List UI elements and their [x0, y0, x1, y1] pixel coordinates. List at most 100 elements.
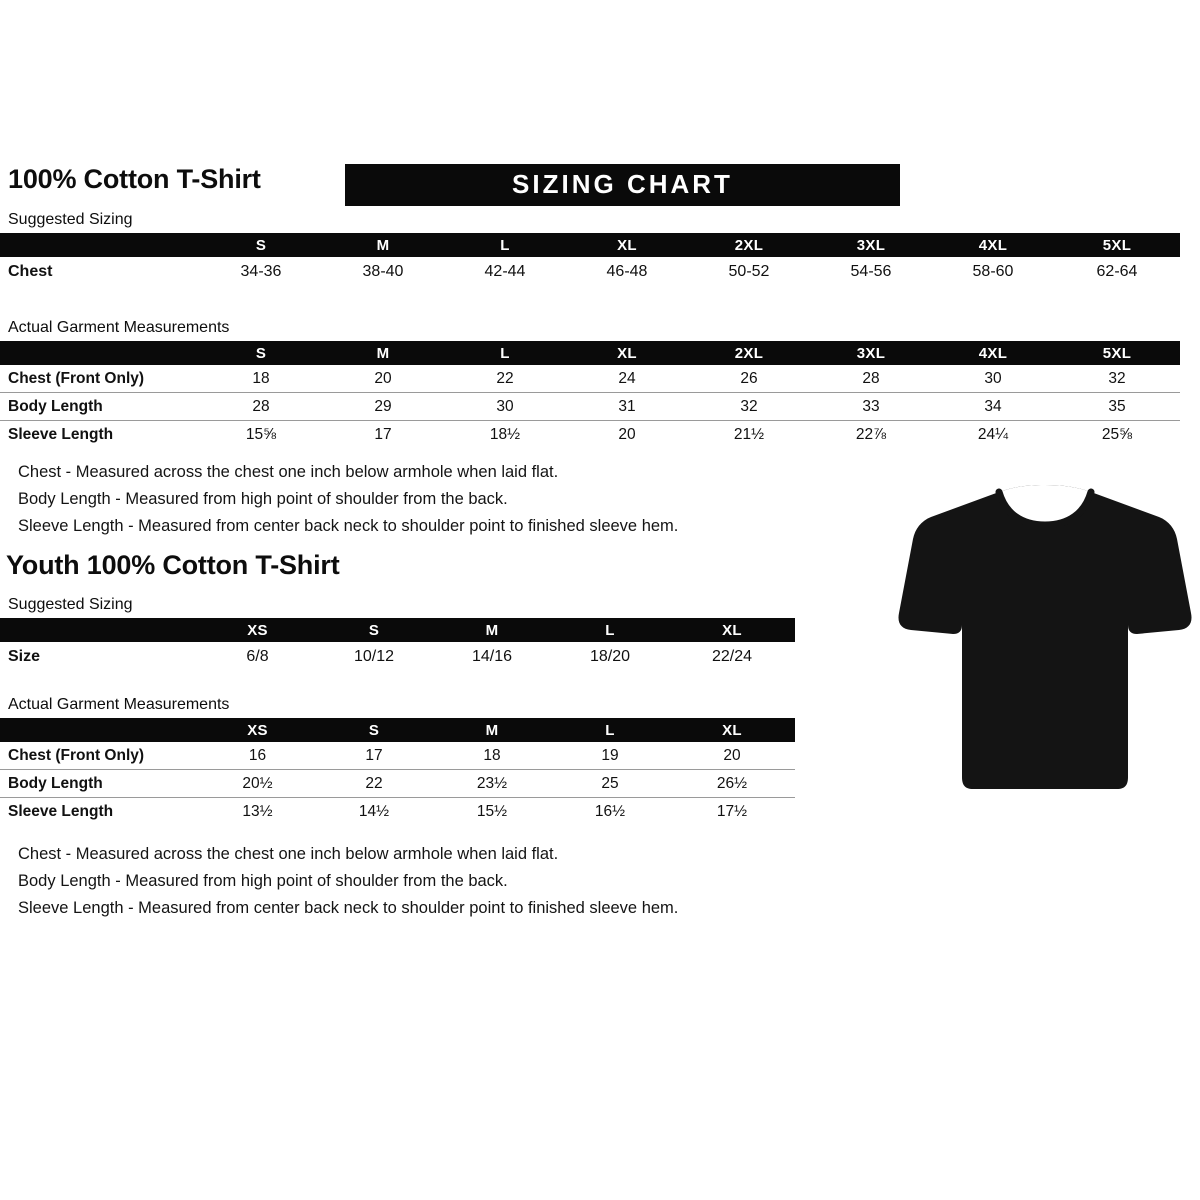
table-cell: 34-36: [240, 263, 282, 280]
column-header: 4XL: [932, 341, 1054, 365]
youth-section-title: Youth 100% Cotton T-Shirt: [6, 550, 340, 580]
column-header: 3XL: [810, 341, 932, 365]
column-header: L: [444, 233, 566, 257]
table-row: Sleeve Length 13½ 14½ 15½ 16½ 17½: [0, 797, 795, 825]
adult-garment-measurements-table: S M L XL 2XL 3XL 4XL 5XL Chest (Front On…: [0, 341, 1180, 448]
tshirt-illustration: [895, 473, 1195, 803]
column-header: XL: [669, 718, 795, 742]
table-cell: 16½: [551, 797, 669, 825]
column-header: XL: [566, 233, 688, 257]
youth-suggested-sizing-table: XS S M L XL Size 6/8 10/12 14/16 18/20 2…: [0, 618, 795, 672]
table-cell: 38-40: [362, 263, 404, 280]
table-row: Chest (Front Only) 18 20 22 24 26 28 30 …: [0, 365, 1180, 393]
youth-garment-measurements-caption: Actual Garment Measurements: [8, 696, 230, 713]
table-header-row: XS S M L XL: [0, 618, 795, 642]
table-cell: 15½: [433, 797, 551, 825]
table-cell: 18: [252, 369, 270, 387]
column-header: 3XL: [810, 233, 932, 257]
column-header: 5XL: [1054, 341, 1180, 365]
adult-suggested-sizing-table: S M L XL 2XL 3XL 4XL 5XL Chest 34-36 38-…: [0, 233, 1180, 287]
table-cell: 17: [322, 420, 444, 448]
table-cell: 13½: [200, 797, 315, 825]
table-cell: 33: [810, 392, 932, 421]
note-chest: Chest - Measured across the chest one in…: [18, 463, 559, 481]
column-header: M: [322, 341, 444, 365]
column-header: 2XL: [688, 233, 810, 257]
table-cell: 20: [723, 746, 741, 764]
table-cell: 26½: [669, 769, 795, 798]
table-cell: 17½: [669, 797, 795, 825]
table-row: Size 6/8 10/12 14/16 18/20 22/24: [0, 642, 795, 672]
table-cell: 18/20: [589, 648, 631, 665]
table-cell: 15⅝: [200, 420, 322, 448]
column-header: 4XL: [932, 233, 1054, 257]
row-label: Chest (Front Only): [8, 746, 145, 764]
table-cell: 32: [1108, 369, 1126, 387]
table-cell: 18: [483, 746, 501, 764]
adult-section-title: 100% Cotton T-Shirt: [8, 164, 261, 194]
table-cell: 28: [200, 392, 322, 421]
table-row: Chest (Front Only) 16 17 18 19 20: [0, 742, 795, 770]
adult-suggested-sizing-caption: Suggested Sizing: [8, 211, 133, 228]
table-cell: 20: [374, 369, 392, 387]
table-cell: 30: [984, 369, 1002, 387]
table-cell: 28: [862, 369, 880, 387]
note-body-length: Body Length - Measured from high point o…: [18, 490, 508, 508]
youth-garment-measurements-table: XS S M L XL Chest (Front Only) 16 17 18 …: [0, 718, 795, 825]
table-cell: 6/8: [246, 648, 269, 665]
table-cell: 25⅝: [1054, 420, 1180, 448]
table-cell: 34: [932, 392, 1054, 421]
note-sleeve-length: Sleeve Length - Measured from center bac…: [18, 517, 679, 535]
column-header: S: [315, 718, 433, 742]
column-header: [0, 718, 200, 742]
column-header: S: [315, 618, 433, 642]
column-header: L: [551, 618, 669, 642]
row-label: Body Length: [0, 392, 200, 421]
column-header: M: [433, 618, 551, 642]
column-header: XL: [669, 618, 795, 642]
adult-garment-measurements-caption: Actual Garment Measurements: [8, 319, 230, 336]
column-header: [0, 233, 200, 257]
column-header: S: [200, 233, 322, 257]
table-cell: 58-60: [972, 263, 1014, 280]
table-cell: 22: [315, 769, 433, 798]
table-header-row: S M L XL 2XL 3XL 4XL 5XL: [0, 233, 1180, 257]
table-cell: 18½: [444, 420, 566, 448]
table-row: Chest 34-36 38-40 42-44 46-48 50-52 54-5…: [0, 257, 1180, 287]
row-label: Chest (Front Only): [8, 369, 145, 387]
table-cell: 32: [688, 392, 810, 421]
column-header: M: [433, 718, 551, 742]
youth-measurement-notes: Chest - Measured across the chest one in…: [18, 841, 678, 922]
column-header: XS: [200, 618, 315, 642]
table-cell: 24: [618, 369, 636, 387]
table-cell: 17: [365, 746, 383, 764]
note-body-length: Body Length - Measured from high point o…: [18, 872, 508, 890]
table-cell: 19: [601, 746, 619, 764]
table-row: Body Length 20½ 22 23½ 25 26½: [0, 769, 795, 798]
table-row: Sleeve Length 15⅝ 17 18½ 20 21½ 22⅞ 24¼ …: [0, 420, 1180, 448]
column-header: M: [322, 233, 444, 257]
adult-measurement-notes: Chest - Measured across the chest one in…: [18, 459, 678, 540]
youth-suggested-sizing-caption: Suggested Sizing: [8, 596, 133, 613]
table-cell: 25: [551, 769, 669, 798]
table-cell: 21½: [688, 420, 810, 448]
table-cell: 31: [566, 392, 688, 421]
table-cell: 62-64: [1096, 263, 1138, 280]
table-cell: 14/16: [471, 648, 513, 665]
table-cell: 20½: [200, 769, 315, 798]
table-cell: 22: [496, 369, 514, 387]
table-cell: 29: [322, 392, 444, 421]
note-chest: Chest - Measured across the chest one in…: [18, 845, 559, 863]
table-cell: 24¼: [932, 420, 1054, 448]
table-cell: 23½: [433, 769, 551, 798]
row-label: Body Length: [0, 769, 200, 798]
table-cell: 54-56: [850, 263, 892, 280]
table-row: Body Length 28 29 30 31 32 33 34 35: [0, 392, 1180, 421]
sizing-chart-banner: SIZING CHART: [345, 164, 900, 206]
table-cell: 22/24: [711, 648, 753, 665]
row-label: Sleeve Length: [0, 797, 200, 825]
table-cell: 14½: [315, 797, 433, 825]
row-label: Chest: [8, 263, 53, 280]
column-header: 2XL: [688, 341, 810, 365]
